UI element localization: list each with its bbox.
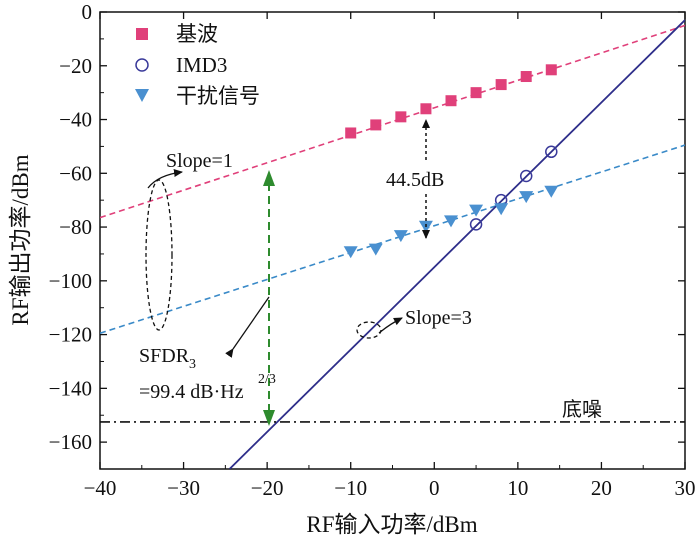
y-tick-label: −140 xyxy=(49,376,92,400)
slope1-ellipse xyxy=(145,179,173,331)
annotations: Slope=1 44.5dB SFDR3 =99.4 dB·Hz 2/3 Slo… xyxy=(139,119,602,426)
legend-marker-fundamental xyxy=(136,28,148,40)
x-tick-label: 10 xyxy=(507,476,528,500)
fundamental-point xyxy=(345,127,357,139)
interference-point xyxy=(368,243,383,256)
y-tick-label: −40 xyxy=(59,108,92,132)
slope3-arrow xyxy=(378,317,403,334)
sfdr-label: SFDR3 xyxy=(139,345,196,372)
legend: 基波 IMD3 干扰信号 xyxy=(135,22,260,108)
x-tick-label: 30 xyxy=(675,476,696,500)
y-tick-label: 0 xyxy=(82,0,93,24)
sfdr-value: =99.4 dB·Hz xyxy=(139,381,244,403)
y-axis-title: RF输出功率/dBm xyxy=(8,154,33,325)
sfdr-arrow-bottom xyxy=(263,410,275,426)
imd3-point xyxy=(519,169,533,183)
data-markers xyxy=(343,64,559,259)
legend-label-interference: 干扰信号 xyxy=(176,84,260,108)
delta-label: 44.5dB xyxy=(386,169,444,191)
x-tick-label: −40 xyxy=(84,476,117,500)
interference-point xyxy=(544,185,559,198)
interference-point xyxy=(494,203,509,216)
fundamental-point xyxy=(395,111,407,123)
fundamental-point xyxy=(470,87,482,99)
y-tick-label: −120 xyxy=(49,323,92,347)
fit-lines xyxy=(100,19,685,469)
interference-point xyxy=(469,204,484,217)
x-tick-label: 20 xyxy=(591,476,612,500)
noise-floor-label: 底噪 xyxy=(562,398,602,421)
x-tick-label: −20 xyxy=(251,476,284,500)
sfdr-exponent: 2/3 xyxy=(258,372,276,387)
sfdr-pointer xyxy=(225,296,270,358)
fundamental-point xyxy=(420,103,432,115)
y-tick-label: −100 xyxy=(49,269,92,293)
imd3-point xyxy=(545,145,558,159)
interference-fit-line xyxy=(100,144,685,335)
slope3-label: Slope=3 xyxy=(405,307,472,329)
fundamental-point xyxy=(445,95,457,107)
y-tick-label: −60 xyxy=(59,161,92,185)
fundamental-point xyxy=(370,119,382,131)
legend-marker-imd3 xyxy=(135,58,149,72)
legend-label-fundamental: 基波 xyxy=(176,22,218,46)
interference-point xyxy=(343,246,358,259)
x-tick-label: 0 xyxy=(429,476,440,500)
interference-point xyxy=(393,230,408,243)
y-tick-label: −80 xyxy=(59,215,92,239)
y-tick-label: −160 xyxy=(49,430,92,454)
slope3-ellipse xyxy=(356,321,382,339)
x-tick-label: −30 xyxy=(167,476,200,500)
fundamental-point xyxy=(520,71,532,83)
axis-ticks xyxy=(99,11,686,469)
slope1-label: Slope=1 xyxy=(166,150,233,172)
interference-point xyxy=(444,215,458,228)
interference-point xyxy=(519,191,534,204)
imd3-fit-line xyxy=(228,19,685,469)
legend-label-imd3: IMD3 xyxy=(176,53,227,77)
legend-marker-interference xyxy=(135,89,149,102)
imd3-point xyxy=(469,218,483,231)
y-tick-label: −20 xyxy=(59,54,92,78)
sfdr-main: SFDR xyxy=(139,345,190,367)
fundamental-point xyxy=(495,79,507,91)
sfdr-arrow-top xyxy=(263,170,275,186)
x-axis-title: RF输入功率/dBm xyxy=(306,512,477,537)
x-tick-label: −10 xyxy=(334,476,367,500)
x-tick-labels: −40 −30 −20 −10 0 10 20 30 xyxy=(84,476,696,500)
slope1-arrow xyxy=(147,169,183,189)
sfdr-subscript: 3 xyxy=(189,357,196,372)
y-tick-labels: 0 −20 −40 −60 −80 −100 −120 −140 −160 xyxy=(49,0,92,454)
fundamental-fit-line xyxy=(100,24,685,219)
fundamental-point xyxy=(545,64,557,76)
